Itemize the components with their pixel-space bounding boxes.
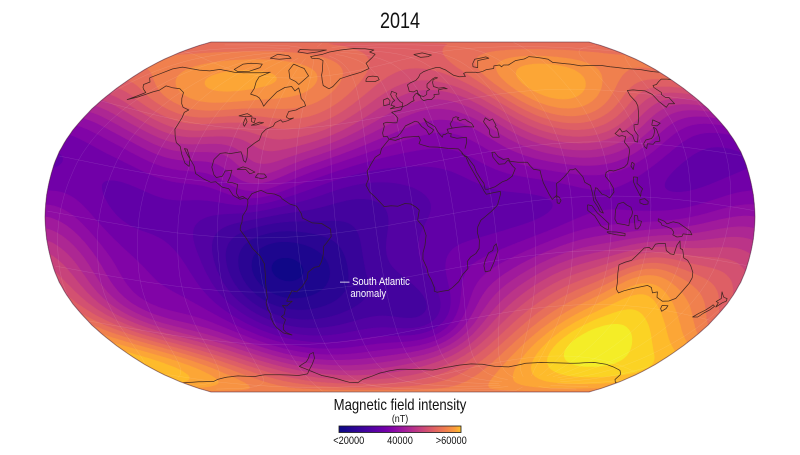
svg-text:Magnetic field intensity: Magnetic field intensity: [334, 397, 467, 414]
svg-text:(nT): (nT): [392, 413, 408, 425]
svg-text:>60000: >60000: [436, 435, 467, 447]
svg-text:2014: 2014: [380, 9, 420, 33]
svg-text:anomaly: anomaly: [350, 288, 387, 300]
svg-text:40000: 40000: [387, 435, 413, 447]
svg-text:— South Atlantic: — South Atlantic: [340, 276, 410, 288]
svg-text:<20000: <20000: [333, 435, 364, 447]
